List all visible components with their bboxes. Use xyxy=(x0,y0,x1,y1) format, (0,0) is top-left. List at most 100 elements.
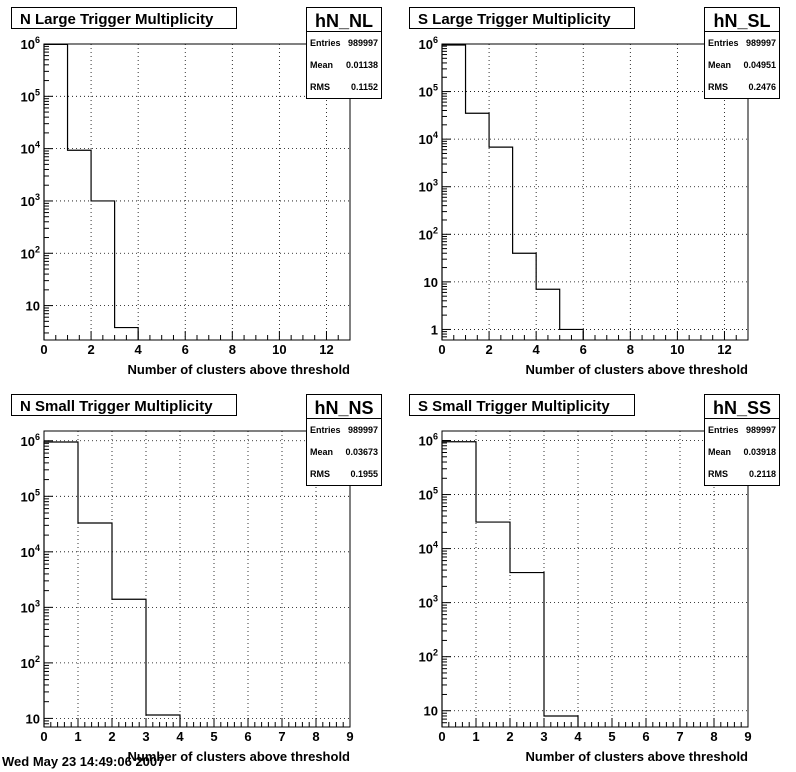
stats-value: 0.03918 xyxy=(743,447,776,457)
grid xyxy=(44,431,350,727)
plot-frame xyxy=(43,430,351,728)
stats-value: 0.04951 xyxy=(743,60,776,70)
x-tick-label: 9 xyxy=(346,729,353,744)
stats-label: RMS xyxy=(708,469,728,479)
x-tick-label: 12 xyxy=(319,342,333,357)
y-tick-label: 106 xyxy=(419,432,438,449)
histogram-name-box xyxy=(704,7,780,32)
x-tick-label: 4 xyxy=(135,342,143,357)
x-tick-label: 6 xyxy=(244,729,251,744)
x-axis-ticks xyxy=(43,718,351,727)
chart-title: N Large Trigger Multiplicity xyxy=(20,11,214,28)
y-tick-label: 106 xyxy=(419,35,438,52)
plot-area xyxy=(442,431,748,727)
x-axis-ticks xyxy=(43,331,351,340)
x-tick-label: 8 xyxy=(710,729,717,744)
histogram-panel-hN_SL: 0 2 4 6 8 10 12 1 10 102 103 104 105 106 Number of clu… xyxy=(409,7,780,377)
y-tick-label: 106 xyxy=(21,35,40,52)
y-tick-label: 10 xyxy=(424,704,438,719)
plot-area xyxy=(44,431,350,727)
x-tick-label: 2 xyxy=(506,729,513,744)
stats-box xyxy=(306,31,382,99)
y-tick-label: 1 xyxy=(431,322,438,337)
stats-value: 989997 xyxy=(746,425,776,435)
stats-box xyxy=(704,31,780,99)
histogram-panel-hN_NL: 0 2 4 6 8 10 12 10 102 103 104 105 106 Number of clus… xyxy=(11,7,382,377)
histogram-line xyxy=(441,441,579,727)
x-axis-label: Number of clusters above threshold xyxy=(526,362,749,377)
y-tick-label: 105 xyxy=(21,487,40,504)
y-tick-label: 102 xyxy=(21,654,40,671)
stats-label: Mean xyxy=(310,447,333,457)
x-axis-ticks xyxy=(441,331,749,340)
y-tick-label: 103 xyxy=(419,594,438,611)
x-tick-label: 1 xyxy=(74,729,81,744)
y-tick-label: 103 xyxy=(419,178,438,195)
x-tick-label: 4 xyxy=(574,729,582,744)
stats-label: RMS xyxy=(708,82,728,92)
stats-label: RMS xyxy=(310,469,330,479)
histogram-name-box xyxy=(704,394,780,419)
y-tick-label: 103 xyxy=(21,192,40,209)
y-tick-label: 102 xyxy=(419,225,438,242)
y-axis-ticks xyxy=(44,43,53,334)
stats-value: 0.1955 xyxy=(350,469,378,479)
x-tick-label: 5 xyxy=(608,729,615,744)
x-tick-label: 8 xyxy=(627,342,634,357)
x-axis-label: Number of clusters above threshold xyxy=(128,362,351,377)
stats-value: 0.2476 xyxy=(748,82,776,92)
x-tick-label: 0 xyxy=(40,342,47,357)
stats-value: 0.03673 xyxy=(345,447,378,457)
x-tick-label: 6 xyxy=(182,342,189,357)
x-tick-label: 1 xyxy=(472,729,479,744)
y-tick-label: 104 xyxy=(419,540,438,557)
plot-frame xyxy=(441,430,749,728)
stats-value: 0.1152 xyxy=(351,82,378,92)
x-tick-label: 6 xyxy=(642,729,649,744)
x-tick-label: 8 xyxy=(229,342,236,357)
stats-label: Mean xyxy=(708,60,731,70)
x-tick-label: 3 xyxy=(142,729,149,744)
y-tick-label: 10 xyxy=(424,275,438,290)
x-tick-label: 7 xyxy=(278,729,285,744)
x-tick-label: 4 xyxy=(533,342,541,357)
y-tick-label: 10 xyxy=(26,711,40,726)
stats-label: Entries xyxy=(310,425,341,435)
x-tick-label: 8 xyxy=(312,729,319,744)
x-tick-label: 2 xyxy=(485,342,492,357)
x-tick-label: 12 xyxy=(717,342,731,357)
x-tick-label: 10 xyxy=(272,342,286,357)
stats-value: 989997 xyxy=(348,38,378,48)
histogram-panel-hN_SS: 0 1 2 3 4 5 6 7 8 9 10 102 103 104 105 106 Number of clu… xyxy=(409,394,780,764)
stats-box xyxy=(704,418,780,486)
x-tick-label: 2 xyxy=(108,729,115,744)
x-axis-ticks xyxy=(441,718,749,727)
y-tick-label: 105 xyxy=(419,486,438,503)
chart-title: S Large Trigger Multiplicity xyxy=(418,11,611,28)
y-tick-label: 106 xyxy=(21,432,40,449)
title-box xyxy=(11,394,237,416)
y-tick-label: 103 xyxy=(21,598,40,615)
stats-label: Entries xyxy=(708,38,739,48)
stats-box xyxy=(306,418,382,486)
footer-timestamp: Wed May 23 14:49:06 2007 xyxy=(2,754,165,769)
y-tick-label: 105 xyxy=(419,83,438,100)
y-axis-ticks xyxy=(442,43,451,341)
x-tick-label: 5 xyxy=(210,729,217,744)
stats-label: Entries xyxy=(708,425,739,435)
y-axis-ticks xyxy=(44,440,53,728)
y-tick-label: 104 xyxy=(419,130,438,147)
histogram-name: hN_NL xyxy=(315,11,373,31)
y-tick-label: 104 xyxy=(21,140,40,157)
histogram-name: hN_SL xyxy=(713,11,770,31)
title-box xyxy=(409,7,635,29)
chart-title: S Small Trigger Multiplicity xyxy=(418,398,610,415)
x-tick-label: 0 xyxy=(40,729,47,744)
y-axis-ticks xyxy=(442,440,451,728)
plot-area xyxy=(442,44,748,340)
x-tick-label: 4 xyxy=(176,729,184,744)
x-tick-label: 7 xyxy=(676,729,683,744)
histogram-line xyxy=(441,44,584,340)
x-tick-label: 0 xyxy=(438,729,445,744)
